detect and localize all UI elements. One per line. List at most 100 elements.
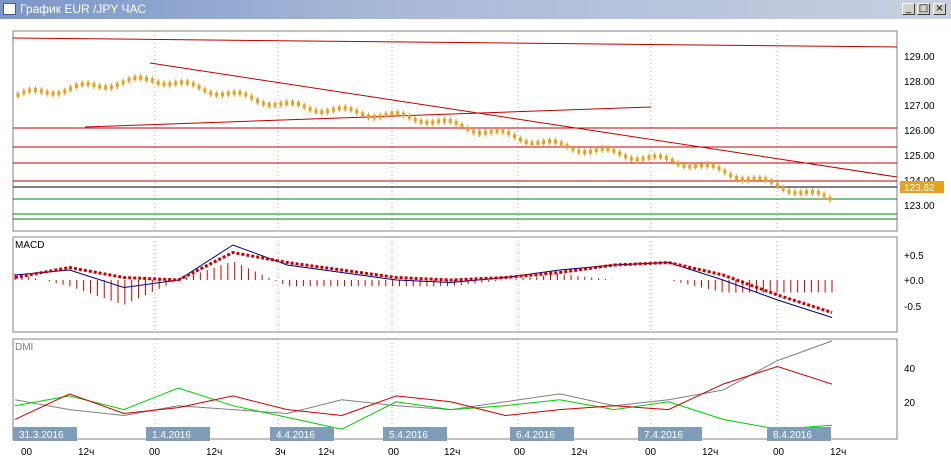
candle-body [664,156,668,161]
candle-body [308,107,312,112]
dmi-plus-di-line [14,387,833,430]
dmi-label: DMI [15,342,33,353]
candle-body [629,156,633,161]
candle-body [162,82,166,87]
price-tick-label: 128.00 [904,77,935,88]
candle-body [635,157,639,162]
candle-body [413,117,417,122]
candle-body [764,177,768,182]
candle-body [688,164,692,169]
candle-body [565,144,569,149]
price-tick-label: 125.00 [904,151,935,162]
hour-label: 12ч [702,447,718,458]
candle-body [542,140,546,145]
hour-labels: 00 12ч 00 12ч 3ч 12ч 00 12ч 00 12ч 00 12ч 00 12ч [21,447,846,458]
minimize-button[interactable]: _ [902,3,915,15]
candle-body [320,110,324,115]
dmi-minus-di-line [14,365,833,420]
candle-body [810,189,814,194]
candle-body [92,83,96,88]
chart-area[interactable]: 129.00128.00127.00126.00125.00124.00123.… [0,19,951,464]
candle-body [670,158,674,163]
candle-body [507,131,511,136]
candle-body [378,114,382,119]
window-titlebar[interactable]: График EUR /JPY ЧАС _ □ × [0,0,951,19]
hour-label: 00 [388,447,400,458]
date-badge-label: 1.4.2016 [152,430,191,441]
date-badge [13,427,77,441]
candle-body [291,100,295,105]
date-badge-label: 4.4.2016 [276,430,315,441]
hour-label: 12ч [444,447,460,458]
candle-body [752,176,756,181]
dmi-axis: 40 20 [904,364,916,409]
candle-body [285,101,289,106]
price-pane[interactable] [12,30,898,232]
hour-label: 00 [21,447,33,458]
candle-body [781,186,785,191]
candle-body [174,81,178,86]
candle-body [770,179,774,184]
candle-body [717,166,721,171]
date-badge [270,427,334,441]
candle-body [109,85,113,90]
price-tick-label: 123.00 [904,201,935,212]
candle-body [448,118,452,123]
dmi-pane[interactable] [12,338,898,440]
maximize-button[interactable]: □ [917,3,930,15]
date-badge [510,427,574,441]
hour-label: 00 [645,447,657,458]
candle-body [571,147,575,152]
candle-body [250,95,254,100]
candle-body [594,148,598,153]
close-button[interactable]: × [933,3,946,15]
hour-label: 12ч [206,447,222,458]
candle-body [361,112,365,117]
candle-body [367,114,371,119]
price-tick-label: 126.00 [904,126,935,137]
candle-body [518,137,522,142]
candle-body [34,88,38,93]
candle-body [355,109,359,114]
candle-body [612,148,616,153]
candle-body [746,177,750,182]
dmi-tick-label: 40 [904,364,916,375]
chart-canvas[interactable]: 129.00128.00127.00126.00125.00124.00123.… [0,19,951,464]
candle-body [583,150,587,155]
window-title: График EUR /JPY ЧАС [20,2,146,16]
candle-body [261,101,265,106]
candle-body [419,119,423,124]
candle-body [238,90,242,95]
candle-body [740,177,744,182]
candle-body [402,112,406,117]
candle-body [729,173,733,178]
date-badge-label: 5.4.2016 [389,430,428,441]
price-candles [16,73,832,203]
candle-body [349,107,353,112]
macd-histogram [14,262,833,305]
candle-body [226,91,230,96]
candle-body [659,154,663,159]
candle-body [816,190,820,195]
candle-body [185,80,189,85]
candle-body [624,154,628,159]
candle-body [156,80,160,85]
candle-body [244,92,248,97]
candle-body [80,82,84,87]
macd-label: MACD [15,240,44,251]
candle-body [437,119,441,124]
candle-body [711,163,715,168]
candle-body [296,102,300,107]
macd-pane[interactable] [12,236,898,333]
candle-body [115,83,119,88]
candle-body [273,102,277,107]
candle-body [302,104,306,109]
macd-line [14,244,833,318]
candle-body [343,106,347,111]
candle-body [86,81,90,86]
candle-body [180,80,184,85]
candle-body [390,111,394,116]
candle-body [442,118,446,123]
candle-body [279,101,283,106]
candle-body [22,90,26,95]
